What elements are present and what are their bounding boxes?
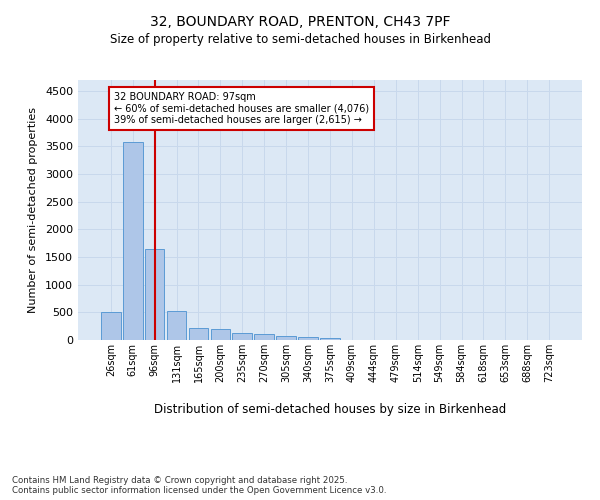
- Bar: [298, 337, 318, 340]
- Bar: [188, 328, 208, 340]
- Bar: [232, 333, 252, 340]
- Text: Contains HM Land Registry data © Crown copyright and database right 2025.
Contai: Contains HM Land Registry data © Crown c…: [12, 476, 386, 495]
- Bar: [211, 329, 230, 340]
- Bar: [320, 338, 340, 340]
- Bar: [167, 310, 187, 340]
- Text: Size of property relative to semi-detached houses in Birkenhead: Size of property relative to semi-detach…: [110, 32, 491, 46]
- Y-axis label: Number of semi-detached properties: Number of semi-detached properties: [28, 107, 38, 313]
- Bar: [254, 334, 274, 340]
- Text: Distribution of semi-detached houses by size in Birkenhead: Distribution of semi-detached houses by …: [154, 402, 506, 415]
- Text: 32, BOUNDARY ROAD, PRENTON, CH43 7PF: 32, BOUNDARY ROAD, PRENTON, CH43 7PF: [150, 15, 450, 29]
- Text: 32 BOUNDARY ROAD: 97sqm
← 60% of semi-detached houses are smaller (4,076)
39% of: 32 BOUNDARY ROAD: 97sqm ← 60% of semi-de…: [114, 92, 369, 126]
- Bar: [145, 248, 164, 340]
- Bar: [123, 142, 143, 340]
- Bar: [276, 336, 296, 340]
- Bar: [101, 312, 121, 340]
